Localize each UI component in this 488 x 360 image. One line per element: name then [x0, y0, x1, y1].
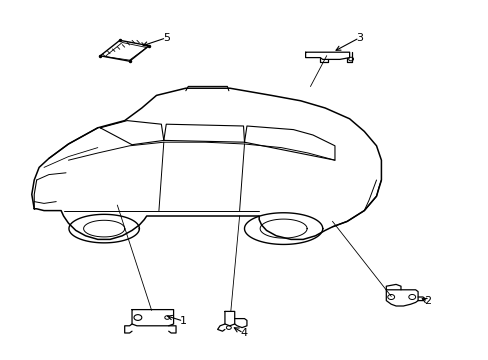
Text: 3: 3 — [355, 33, 362, 43]
Text: 4: 4 — [240, 328, 246, 338]
Text: 2: 2 — [424, 296, 430, 306]
Text: 5: 5 — [163, 33, 169, 43]
Text: 1: 1 — [180, 316, 186, 326]
